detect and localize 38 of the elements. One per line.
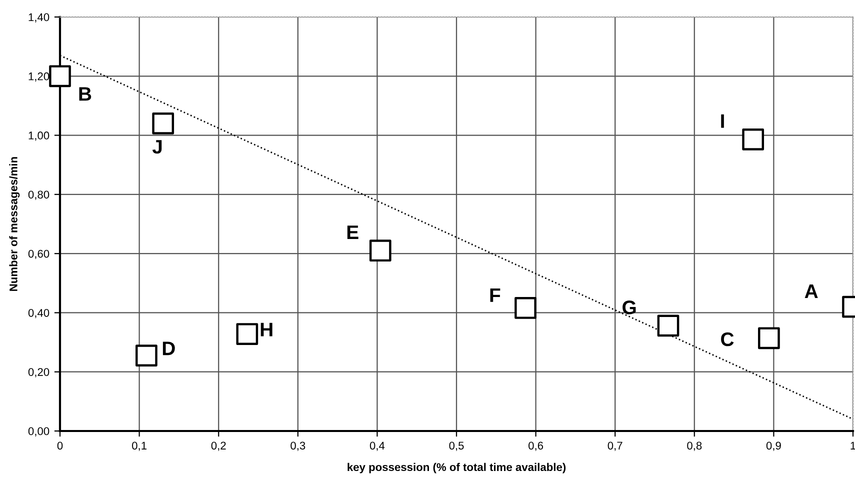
- annotation: D: [162, 342, 175, 356]
- x-tick-label: 0: [57, 442, 63, 450]
- point: [514, 297, 536, 319]
- annotation: B: [79, 87, 92, 101]
- y-tick-label: 0,40: [28, 308, 50, 318]
- point: [742, 128, 764, 150]
- x-tick-label: 0,2: [211, 442, 226, 451]
- point: [369, 240, 392, 262]
- point: [49, 65, 71, 88]
- point: [152, 112, 174, 134]
- annotation: J: [152, 140, 162, 154]
- x-axis-title: key possession (% of total time available): [348, 462, 566, 474]
- y-tick-label: 0,80: [28, 190, 50, 200]
- annotation: A: [804, 284, 818, 298]
- annotation: F: [490, 288, 500, 302]
- x-tick-label: 0,7: [608, 442, 622, 451]
- x-tick-label: 0,1: [132, 442, 146, 451]
- x-tick-label: 0,8: [687, 442, 702, 451]
- x-tick-label: 0,5: [449, 442, 464, 451]
- y-tick-label: 1,40: [28, 13, 50, 22]
- x-tick-label: 0,4: [370, 442, 385, 451]
- point: [136, 344, 158, 367]
- annotation: C: [721, 332, 734, 346]
- point: [758, 327, 780, 350]
- annotation: E: [347, 226, 358, 239]
- annotation: H: [260, 322, 272, 336]
- point: [657, 314, 680, 337]
- y-axis-title: Number of messages/min: [9, 157, 20, 291]
- y-tick-label: 1,00: [28, 132, 50, 141]
- y-tick-label: 0,00: [28, 427, 50, 436]
- point: [236, 323, 258, 345]
- x-tick-label: 0,3: [290, 442, 306, 451]
- x-tick-label: 0,9: [766, 442, 781, 451]
- annotation: I: [721, 114, 724, 128]
- y-tick-label: 0,60: [28, 250, 50, 260]
- annotation: G: [622, 300, 636, 314]
- y-tick-label: 0,20: [28, 368, 50, 378]
- x-tick-label: 0,6: [528, 442, 544, 451]
